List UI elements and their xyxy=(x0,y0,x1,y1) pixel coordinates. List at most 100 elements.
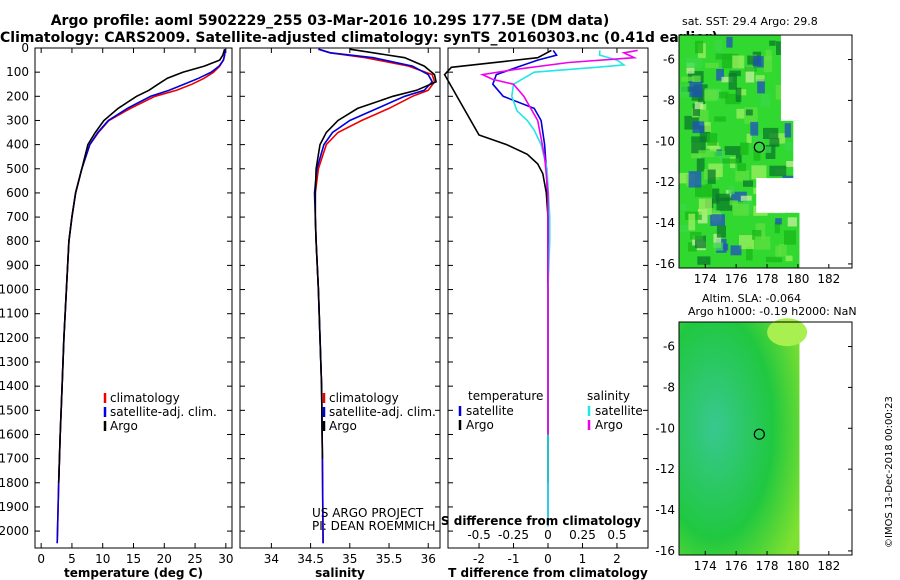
x-axis-label: salinity xyxy=(315,566,365,580)
sst-cell xyxy=(697,208,708,224)
legend-label: climatology xyxy=(329,391,399,405)
series-line-climatology xyxy=(314,48,436,544)
sst-cell xyxy=(775,245,782,258)
map-y-tick-label: -6 xyxy=(663,53,675,67)
map-x-tick-label: 174 xyxy=(694,272,717,286)
sst-cell xyxy=(755,75,765,82)
legend-label: satellite xyxy=(466,404,514,418)
sst-cell xyxy=(753,56,764,68)
map-x-tick-label: 176 xyxy=(725,272,748,286)
project-annotation: US ARGO PROJECT xyxy=(312,506,424,520)
sst-cell xyxy=(736,89,747,96)
sst-cell xyxy=(713,242,724,251)
map-x-tick-label: 174 xyxy=(694,559,717,573)
legend-label: climatology xyxy=(110,391,180,405)
y-tick-label: 900 xyxy=(6,258,29,272)
top-tick-label: 0.5 xyxy=(607,528,626,542)
sla-map: 174 176 178 180 182 -6 -8 -10 -12 -14 -16 xyxy=(655,318,853,573)
legend-title: salinity xyxy=(587,389,630,403)
salinity-panel: 34 34.5 35 35.5 36 salinity climatologysatelli… xyxy=(239,47,441,580)
sst-cell xyxy=(775,218,782,225)
sst-cell xyxy=(754,236,771,250)
sst-cell xyxy=(728,185,735,195)
sst-cell xyxy=(774,221,780,234)
sst-cell xyxy=(743,180,753,187)
sst-cell xyxy=(745,109,753,116)
sst-cell xyxy=(705,62,719,68)
legend-title: temperature xyxy=(468,389,543,403)
map-frame xyxy=(678,321,853,556)
chart-title-line2: Climatology: CARS2009. Satellite-adjuste… xyxy=(0,30,718,46)
sst-cell xyxy=(692,75,701,83)
map-y-tick-label: -8 xyxy=(663,380,675,394)
x-axis-label: temperature (deg C) xyxy=(64,566,203,580)
sst-cell xyxy=(688,213,696,231)
sst-cell xyxy=(740,142,749,155)
map-x-tick-label: 182 xyxy=(817,272,840,286)
sst-cell xyxy=(769,40,776,46)
sst-cell xyxy=(691,136,706,154)
sst-cell xyxy=(710,214,725,226)
x-tick-label: -1 xyxy=(508,552,520,566)
legend-label: satellite-adj. clim. xyxy=(329,405,436,419)
map-y-tick-label: -12 xyxy=(655,462,675,476)
map-frame xyxy=(678,34,853,269)
sst-cell xyxy=(699,125,711,143)
sst-cell xyxy=(679,225,695,233)
x-tick-label: 36 xyxy=(421,552,436,566)
no-data-area xyxy=(780,35,852,121)
sst-cell xyxy=(692,121,705,134)
series-line-salinity-satellite xyxy=(510,50,627,527)
sst-cell xyxy=(698,150,715,158)
y-tick-label: 400 xyxy=(6,138,29,152)
sst-cell xyxy=(732,55,745,69)
sst-cell xyxy=(753,150,761,161)
sst-cell xyxy=(784,230,796,245)
map-x-tick-label: 180 xyxy=(786,559,809,573)
sst-cell xyxy=(689,81,703,98)
y-tick-label: 1900 xyxy=(0,500,29,514)
y-tick-label: 1800 xyxy=(0,476,29,490)
sst-cell xyxy=(769,165,787,177)
chart-title-line1: Argo profile: aoml 5902229_255 03-Mar-20… xyxy=(50,13,610,29)
map-y-tick-label: -16 xyxy=(655,257,675,271)
sst-cell xyxy=(679,172,691,184)
sst-cell xyxy=(713,233,722,248)
map-y-tick-label: -14 xyxy=(655,503,675,517)
map-y-tick-label: -16 xyxy=(655,544,675,558)
sst-cell xyxy=(733,204,749,216)
y-tick-label: 800 xyxy=(6,234,29,248)
series-line-satellite-adj-clim- xyxy=(56,49,226,544)
x-axis-label: T difference from climatology xyxy=(448,566,648,580)
top-tick-label: -0.25 xyxy=(498,528,529,542)
sst-cell xyxy=(784,142,799,151)
sla-high-patch xyxy=(767,318,808,347)
y-tick-label: 1500 xyxy=(0,403,29,417)
y-tick-label: 2000 xyxy=(0,524,29,538)
sst-cell xyxy=(716,225,726,238)
legend-label: Argo xyxy=(110,419,138,433)
y-tick-label: 200 xyxy=(6,89,29,103)
sst-cell xyxy=(724,146,742,155)
sst-cell xyxy=(745,66,755,83)
top-tick-label: -0.5 xyxy=(467,528,490,542)
sst-cell xyxy=(715,193,730,202)
sst-cell xyxy=(714,39,722,52)
sst-cell xyxy=(722,243,729,251)
sst-cell xyxy=(694,102,704,110)
top-axis-label: S difference from climatology xyxy=(441,514,641,528)
sst-cell xyxy=(787,217,797,227)
y-tick-label: 1700 xyxy=(0,452,29,466)
map-y-tick-label: -10 xyxy=(655,134,675,148)
sst-cell xyxy=(692,103,700,116)
sst-cell xyxy=(785,255,793,262)
sst-cell xyxy=(735,170,750,182)
sst-cell xyxy=(769,138,780,147)
y-tick-label: 500 xyxy=(6,162,29,176)
sst-cell xyxy=(739,235,755,250)
sst-cell xyxy=(695,235,706,249)
sst-cell xyxy=(715,150,726,159)
sst-cell xyxy=(779,244,787,257)
sla-field xyxy=(679,322,800,555)
